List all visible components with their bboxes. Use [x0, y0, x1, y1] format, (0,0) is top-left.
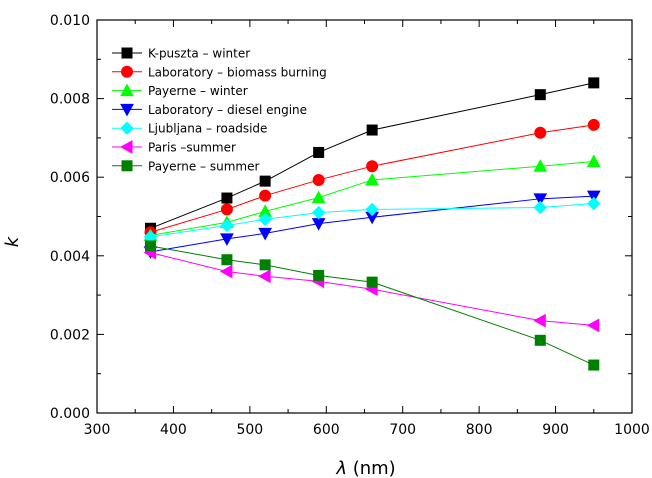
legend-marker — [120, 121, 134, 135]
data-point — [365, 202, 379, 217]
x-tick-label: 900 — [542, 422, 569, 438]
y-tick-label: 0.010 — [50, 13, 90, 29]
data-point — [258, 212, 272, 226]
x-axis-title: λ (nm) — [335, 458, 395, 478]
y-tick-label: 0.008 — [50, 92, 90, 108]
legend-label: Laboratory – diesel engine — [148, 103, 307, 117]
data-point — [534, 89, 546, 101]
legend-item-1: K-puszta – winter — [112, 47, 250, 61]
y-axis-ticks: 0.000 0.002 0.004 0.006 0.008 0.010 — [50, 13, 632, 422]
data-point — [586, 190, 601, 204]
legend-marker — [121, 160, 133, 172]
data-point — [258, 269, 271, 284]
data-point — [588, 359, 600, 371]
series-5 — [143, 196, 601, 244]
series-6 — [143, 245, 600, 333]
data-point — [587, 196, 601, 211]
legend-marker — [121, 65, 133, 78]
x-tick-label: 700 — [389, 422, 416, 438]
data-point — [586, 318, 600, 333]
data-point — [311, 190, 326, 204]
data-point — [259, 175, 271, 187]
data-point — [219, 264, 233, 279]
legend-marker — [120, 103, 134, 117]
legend-item-6: Paris –summer — [112, 140, 236, 155]
data-point — [586, 154, 601, 167]
data-point — [313, 269, 325, 281]
series-7 — [145, 240, 600, 371]
legend-item-2: Laboratory – biomass burning — [112, 65, 327, 79]
y-tick-label: 0.002 — [50, 327, 90, 343]
x-axis-symbol: λ — [335, 458, 347, 478]
data-point — [313, 146, 325, 158]
legend-item-5: Ljubljana – roadside — [112, 121, 267, 136]
data-point — [366, 124, 378, 136]
data-point — [534, 334, 546, 346]
x-axis-ticks: 300 400 500 600 700 800 900 1000 — [84, 20, 650, 438]
data-point — [365, 172, 379, 186]
data-point — [220, 203, 233, 216]
legend-item-4: Laboratory – diesel engine — [112, 103, 307, 117]
series-line — [150, 245, 594, 366]
legend-marker — [119, 140, 133, 154]
x-tick-label: 400 — [160, 422, 187, 438]
data-point — [258, 227, 272, 241]
x-tick-label: 300 — [84, 422, 111, 438]
data-point — [366, 160, 379, 173]
data-point — [311, 205, 326, 220]
legend-item-3: Payerne – winter — [112, 83, 248, 98]
data-point — [145, 240, 156, 252]
x-tick-label: 500 — [236, 422, 263, 438]
data-point — [533, 313, 546, 328]
data-point — [221, 254, 233, 266]
y-tick-label: 0.004 — [50, 249, 90, 265]
legend-label: Payerne – summer — [148, 159, 259, 173]
x-tick-label: 800 — [466, 422, 493, 438]
legend-marker — [121, 47, 133, 59]
legend-label: Payerne – winter — [148, 84, 248, 98]
legend-label: Ljubljana – roadside — [148, 122, 267, 136]
data-point — [312, 173, 325, 186]
data-point — [533, 200, 547, 215]
data-point — [533, 193, 548, 206]
y-tick-label: 0.006 — [50, 170, 90, 186]
data-point — [220, 218, 234, 233]
data-point — [259, 189, 272, 202]
legend: K-puszta – winter Laboratory – biomass bu… — [112, 47, 327, 173]
legend-item-7: Payerne – summer — [112, 159, 259, 173]
y-tick-label: 0.000 — [50, 406, 90, 422]
x-axis-unit: (nm) — [347, 458, 396, 478]
legend-label: Laboratory – biomass burning — [148, 65, 327, 79]
x-tick-label: 1000 — [614, 422, 650, 438]
data-point — [366, 276, 378, 288]
legend-label: K-puszta – winter — [148, 47, 250, 61]
data-point — [587, 118, 600, 131]
legend-marker — [120, 83, 134, 97]
data-point — [534, 126, 547, 139]
series-layer — [143, 77, 601, 371]
y-axis-title: k — [2, 235, 23, 247]
data-point — [259, 259, 271, 271]
data-point — [220, 233, 234, 246]
data-point — [588, 77, 600, 89]
legend-label: Paris –summer — [148, 141, 236, 155]
x-tick-label: 600 — [313, 422, 340, 438]
data-point — [533, 159, 548, 172]
data-point — [221, 192, 233, 204]
